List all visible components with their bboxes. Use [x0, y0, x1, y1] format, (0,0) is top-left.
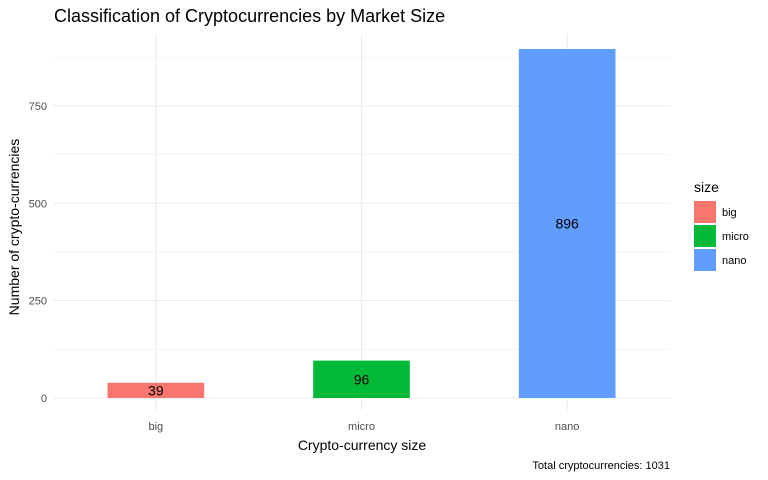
- legend-key-nano: [694, 249, 716, 271]
- bar-nano: [518, 49, 616, 399]
- bars: 39 96 896: [107, 49, 616, 399]
- legend-label: nano: [722, 255, 746, 267]
- bar-value-label: 896: [555, 216, 579, 232]
- y-tick-label: 250: [29, 296, 47, 308]
- x-tick-label: micro: [348, 421, 375, 433]
- x-axis-title: Crypto-currency size: [298, 437, 427, 453]
- x-tick-label: nano: [555, 421, 579, 433]
- y-axis-title: Number of crypto-currencies: [6, 139, 22, 316]
- legend-label: micro: [722, 231, 749, 243]
- y-axis-ticks: 0 250 500 750: [29, 101, 47, 405]
- bar-value-label: 96: [354, 371, 370, 387]
- legend-label: big: [722, 207, 737, 219]
- legend: size big micro nano: [694, 179, 749, 271]
- legend-key-big: [694, 201, 716, 223]
- y-tick-label: 0: [41, 393, 47, 405]
- legend-key-micro: [694, 225, 716, 247]
- chart-caption: Total cryptocurrencies: 1031: [532, 460, 670, 472]
- chart-title: Classification of Cryptocurrencies by Ma…: [54, 6, 445, 26]
- x-tick-label: big: [148, 421, 163, 433]
- x-axis-ticks: big micro nano: [148, 421, 579, 433]
- legend-title: size: [694, 179, 719, 195]
- y-tick-label: 750: [29, 101, 47, 113]
- y-tick-label: 500: [29, 198, 47, 210]
- bar-big: [107, 382, 205, 398]
- bar-micro: [313, 360, 410, 398]
- bar-value-label: 39: [148, 382, 164, 398]
